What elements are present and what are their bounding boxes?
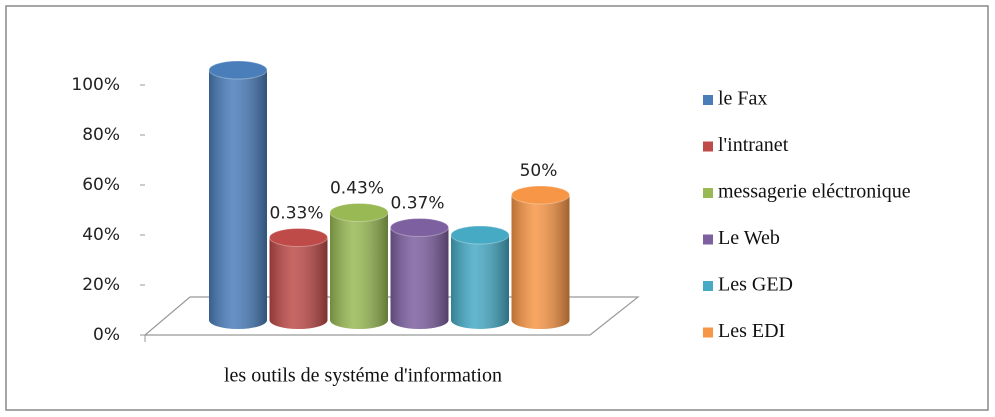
bar [208,60,268,329]
legend-swatch [703,141,713,152]
bar-shade [269,237,328,329]
bar-shade [330,212,388,329]
bar-top [269,228,328,247]
legend-swatch [703,281,713,291]
bar-top [511,185,570,205]
legend-label: l'intranet [718,134,789,156]
legend-swatch [703,95,713,105]
bar-shade [451,235,509,329]
bar-top [390,218,449,237]
y-tick-label: 60% [82,175,120,195]
chart-frame [5,5,989,411]
y-tick-label: 0% [93,325,120,345]
y-tick-label: 100% [71,75,120,95]
bar-top [208,60,268,80]
x-category-label: les outils de systéme d'information [224,365,502,387]
data-label: 0.33% [269,204,323,224]
data-label: 50% [520,161,558,181]
legend-label: le Fax [718,88,767,110]
data-label: 0.43% [330,179,384,199]
y-tick-label: 40% [82,225,120,245]
bar [269,228,328,329]
legend-swatch [703,327,713,338]
bar-shade [209,70,267,329]
bar-top [329,203,389,222]
legend-label: messagerie eléctronique [718,181,911,203]
y-tick-label: 80% [82,125,120,145]
y-tick-label: 20% [82,275,120,295]
legend-label: Les EDI [718,320,785,342]
legend-label: Les GED [718,274,793,296]
data-label: 0.37% [390,194,444,214]
legend-label: Le Web [718,227,780,249]
floor [143,296,640,336]
bar [329,203,389,329]
legend-swatch [703,188,713,198]
legend-swatch [703,234,713,245]
bar [390,218,449,329]
bar-shade [390,227,449,329]
bar-shade [511,195,570,329]
bar [450,225,510,329]
bar [511,185,570,329]
bar-top [450,225,510,245]
